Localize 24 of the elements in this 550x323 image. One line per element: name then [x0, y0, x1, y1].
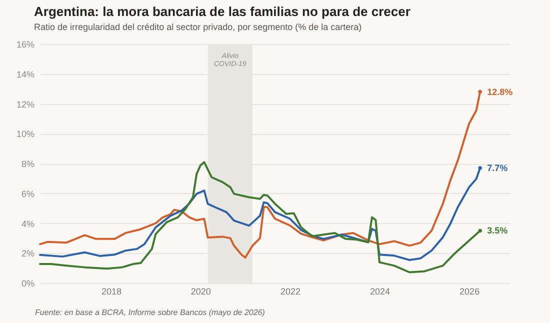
chart-subtitle: Ratio de irregularidad del crédito al sector privado, por segmento (% de la cartera): [34, 22, 362, 32]
annotation: 3.5%: [487, 226, 508, 236]
y-tick-label: 2%: [21, 248, 34, 259]
chart-title: Argentina: la mora bancaria de las familias no para de crecer: [34, 4, 410, 19]
source-note: Fuente: en base a BCRA, Informe sobre Bancos (mayo de 2026): [35, 308, 266, 317]
y-tick-label: 6%: [21, 188, 34, 199]
x-tick-label: 2022: [280, 286, 301, 296]
x-tick-label: 2018: [101, 286, 122, 296]
point: [478, 166, 482, 170]
y-tick-label: 10%: [16, 129, 34, 140]
x-tick-label: 2026: [460, 286, 480, 296]
y-tick-label: 0%: [21, 278, 34, 288]
y-tick-label: 8%: [21, 159, 34, 169]
y-tick-label: 14%: [16, 69, 34, 80]
y-tick-label: 16%: [16, 40, 34, 50]
point: [478, 90, 482, 94]
annotation: 7.7%: [487, 162, 508, 173]
y-tick-label: 4%: [21, 218, 34, 229]
line-series: [39, 161, 482, 274]
annotation: 12.8%: [487, 86, 513, 97]
y-tick-label: 12%: [16, 99, 34, 110]
x-tick-label: 2024: [370, 286, 390, 296]
point: [478, 228, 482, 233]
x-tick-label: 2020: [190, 286, 211, 296]
